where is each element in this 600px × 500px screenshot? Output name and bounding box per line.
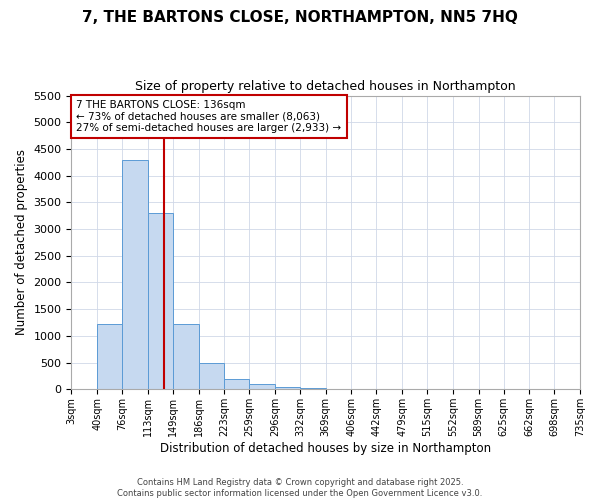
Bar (173, 324, 199, 390)
Y-axis label: Number of detached properties: Number of detached properties (15, 150, 28, 336)
Bar (326, 389, 352, 390)
Bar (97, 324, 122, 390)
Bar (300, 388, 326, 390)
Bar (224, 378, 249, 390)
Bar (199, 362, 224, 390)
Text: Contains HM Land Registry data © Crown copyright and database right 2025.
Contai: Contains HM Land Registry data © Crown c… (118, 478, 482, 498)
Bar (148, 213, 173, 390)
Bar (275, 386, 300, 390)
X-axis label: Distribution of detached houses by size in Northampton: Distribution of detached houses by size … (160, 442, 491, 455)
Text: 7, THE BARTONS CLOSE, NORTHAMPTON, NN5 7HQ: 7, THE BARTONS CLOSE, NORTHAMPTON, NN5 7… (82, 10, 518, 25)
Title: Size of property relative to detached houses in Northampton: Size of property relative to detached ho… (136, 80, 516, 93)
Text: 7 THE BARTONS CLOSE: 136sqm
← 73% of detached houses are smaller (8,063)
27% of : 7 THE BARTONS CLOSE: 136sqm ← 73% of det… (76, 100, 341, 133)
Bar (249, 384, 275, 390)
Bar (122, 160, 148, 390)
